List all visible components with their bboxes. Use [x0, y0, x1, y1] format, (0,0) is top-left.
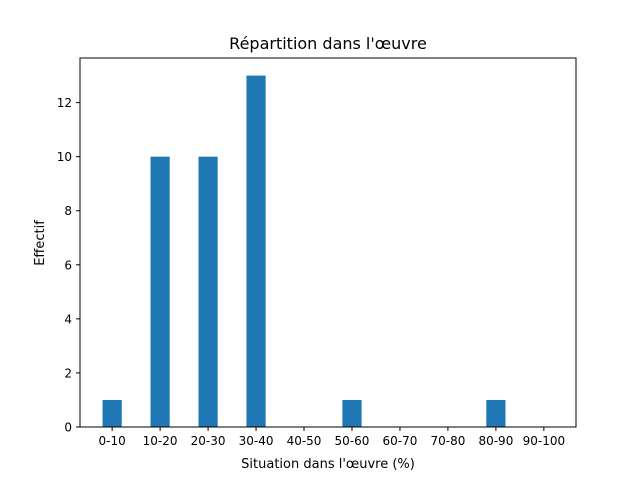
bar-0-10: [102, 399, 122, 427]
chart-title: Répartition dans l'œuvre: [229, 34, 427, 53]
x-tick-label: 60-70: [383, 434, 418, 448]
x-axis-label: Situation dans l'œuvre (%): [241, 457, 415, 472]
x-tick-label: 80-90: [478, 434, 513, 448]
x-tick-label: 40-50: [287, 434, 322, 448]
y-tick-label: 4: [64, 312, 72, 326]
y-tick-label: 0: [64, 421, 72, 435]
bar-10-20: [150, 156, 170, 427]
y-tick-label: 8: [64, 204, 72, 218]
y-tick-label: 10: [57, 150, 72, 164]
x-tick-label: 90-100: [523, 434, 566, 448]
x-tick-label: 50-60: [335, 434, 370, 448]
y-tick-label: 2: [64, 366, 72, 380]
y-tick-label: 6: [64, 258, 72, 272]
x-tick-label: 30-40: [239, 434, 274, 448]
bar-30-40: [246, 75, 266, 428]
x-tick-label: 20-30: [191, 434, 226, 448]
x-tick-label: 0-10: [99, 434, 126, 448]
bar-20-30: [198, 156, 218, 427]
x-tick-label: 10-20: [143, 434, 178, 448]
y-axis-label: Effectif: [33, 220, 48, 266]
bar-80-90: [486, 399, 506, 427]
plot-frame: [79, 57, 577, 428]
y-tick-label: 12: [57, 96, 72, 110]
bar-50-60: [342, 399, 362, 427]
x-tick-label: 70-80: [430, 434, 465, 448]
